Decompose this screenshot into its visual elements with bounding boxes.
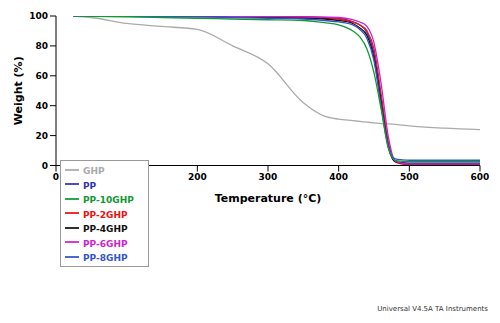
svg-text:400: 400 <box>329 172 348 182</box>
svg-text:Weight (%): Weight (%) <box>12 56 25 125</box>
svg-text:500: 500 <box>400 172 419 182</box>
svg-text:100: 100 <box>117 172 136 182</box>
html-text:Universal V4.5A TA Instruments: Universal V4.5A TA Instruments <box>377 305 488 313</box>
html-text:PP-2GHP: PP-2GHP <box>83 209 128 220</box>
svg-text:0: 0 <box>42 161 48 171</box>
svg-text:300: 300 <box>259 172 278 182</box>
html-text:GHP: GHP <box>83 166 105 176</box>
html-text:PP-10GHP: PP-10GHP <box>83 195 134 205</box>
html-text:PP-4GHP: PP-4GHP <box>83 224 128 234</box>
svg-text:600: 600 <box>471 172 490 182</box>
svg-text:20: 20 <box>35 131 48 141</box>
html-text:PP-8GHP: PP-8GHP <box>83 253 128 263</box>
svg-text:100: 100 <box>29 11 48 21</box>
svg-text:0: 0 <box>53 172 59 182</box>
svg-text:60: 60 <box>35 71 48 81</box>
svg-text:40: 40 <box>35 101 48 111</box>
svg-text:Temperature (°C): Temperature (°C) <box>215 192 322 205</box>
svg-text:200: 200 <box>188 172 207 182</box>
html-text:PP: PP <box>83 180 97 191</box>
svg-text:80: 80 <box>35 41 48 51</box>
html-text:PP-6GHP: PP-6GHP <box>83 238 128 249</box>
